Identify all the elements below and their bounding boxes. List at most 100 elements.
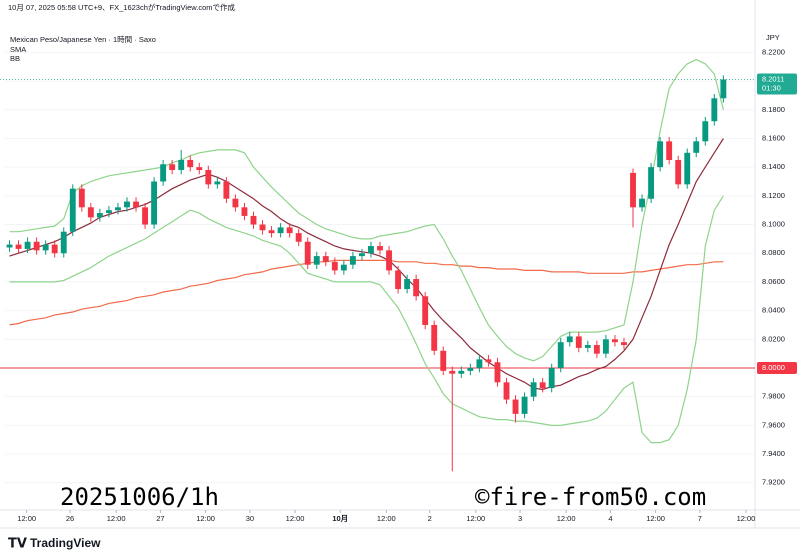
candle-body [612,339,618,343]
y-tick-label: 8.0600 [762,277,785,286]
candle-body [187,159,194,168]
candle-body [476,359,483,368]
watermark: 20251006/1h [60,483,219,511]
candle-body [205,170,212,185]
unit: JPY [766,33,780,42]
y-tick-label: 8.1200 [762,191,785,200]
candle-body [539,382,546,389]
candle-body [584,345,591,348]
candle-body [331,261,338,271]
candle-body [621,342,627,346]
y-tick-label: 8.1000 [762,220,785,229]
candle-body [160,164,167,182]
y-tick-label: 7.9600 [762,420,785,429]
candle-body [223,181,230,199]
x-tick-label: 30 [246,514,254,523]
candle-body [151,181,158,225]
candle-body [630,172,636,208]
indicator-line [9,195,724,444]
x-tick-label: 26 [66,514,74,523]
candle-body [657,141,664,168]
candle-body [675,159,682,185]
x-tick-label: 12:00 [646,514,665,523]
x-tick-label: 12:00 [17,514,36,523]
candle-body [530,382,537,397]
candle-body [33,241,40,251]
candle-body [440,350,447,371]
candle-body [87,207,94,218]
candle-body [51,244,58,254]
candle-body [250,215,257,225]
countdown-label: 01:30 [762,83,781,92]
candle-body [69,188,76,232]
candle-body [494,362,501,383]
candle-body [368,246,374,254]
candle-body [232,198,239,208]
x-tick-label: 10月 [332,514,348,523]
candle-body [458,370,465,374]
candle-body [413,279,420,297]
candle-body [485,359,492,363]
indicator: BB [10,54,20,63]
candle-body [340,264,347,271]
candle-body [422,296,429,325]
candle-body [648,167,655,199]
candle-body [639,198,645,208]
x-tick-label: 12:00 [466,514,485,523]
watermark: ©fire-from50.com [475,483,706,511]
caption: 10月 07, 2025 05:58 UTC+9、FX_1623chがTradi… [8,2,235,12]
x-tick-label: 12:00 [377,514,396,523]
candle-body [196,167,203,171]
y-tick-label: 8.2200 [762,47,785,56]
candle-body [431,324,438,351]
y-tick-label: 8.0400 [762,306,785,315]
candle-body [322,256,329,262]
indicator-line [9,259,724,326]
candle-body [105,210,112,214]
candle-body [24,241,31,249]
x-tick-label: 27 [156,514,164,523]
candle-body [575,336,582,348]
candle-body [133,201,139,208]
candle-body [449,370,456,374]
candle-body [386,250,392,271]
y-tick-label: 8.1400 [762,162,785,171]
logo-mark: 𝗧𝗩 [8,535,27,550]
price-label: 8.2011 [762,74,784,83]
y-tick-label: 8.0200 [762,334,785,343]
candle-body [142,207,148,225]
candle-body [467,367,474,371]
candle-body [241,207,248,216]
candle-body [169,164,176,171]
candle-body [395,270,402,290]
level-label: 8.0000 [762,363,785,372]
candle-body [124,201,130,208]
plot: 7.9200 7.9400 7.9600 7.9800 8.0000 8.0200 8.04… [0,47,785,523]
logo: TradingView [30,536,101,550]
indicator: SMA [10,45,26,54]
y-tick-label: 7.9800 [762,392,785,401]
indicator-line [9,138,724,391]
candle-body [711,98,718,122]
candle-body [78,188,85,208]
candle-body [6,244,13,248]
x-tick-label: 2 [428,514,432,523]
y-tick-label: 7.9200 [762,478,785,487]
y-tick-label: 7.9400 [762,449,785,458]
candle-body [286,227,293,234]
candle-body [684,152,691,185]
candle-body [693,141,700,153]
symbol: Mexican Peso/Japanese Yen · 1時間 · Saxo [10,35,156,44]
candle-body [259,224,266,231]
candle-body [602,339,609,354]
candle-body [60,231,67,254]
candle-body [512,399,519,414]
candle-body [295,233,302,242]
y-tick-label: 8.1600 [762,133,785,142]
candle-body [214,181,221,185]
y-tick-label: 8.0800 [762,248,785,257]
x-tick-label: 12:00 [286,514,305,523]
x-tick-label: 4 [608,514,612,523]
x-tick-label: 12:00 [737,514,756,523]
